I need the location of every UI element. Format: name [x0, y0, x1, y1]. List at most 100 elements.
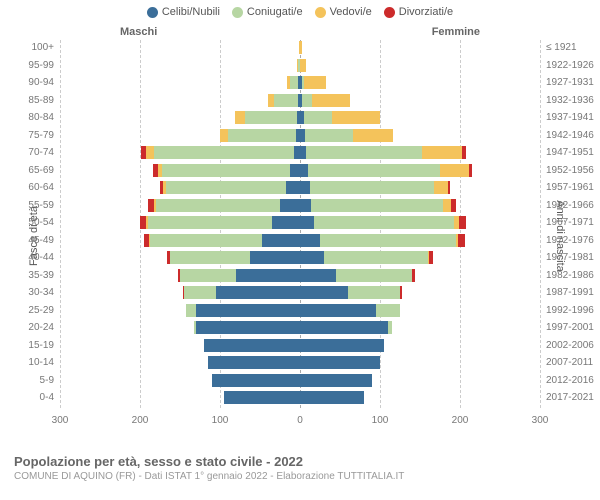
- x-tick-label: 0: [297, 415, 303, 426]
- female-bar: [300, 216, 466, 229]
- female-bar: [300, 356, 380, 369]
- bar-segment: [320, 234, 456, 247]
- female-bar: [300, 251, 433, 264]
- x-tick-label: 200: [132, 415, 149, 426]
- bar-segment: [332, 111, 380, 124]
- birth-year-label: ≤ 1921: [546, 42, 600, 53]
- legend-item: Divorziati/e: [384, 6, 453, 18]
- age-row: 75-791942-1946: [60, 128, 540, 146]
- male-bar: [160, 181, 300, 194]
- male-bar: [220, 129, 300, 142]
- birth-year-label: 1922-1926: [546, 60, 600, 71]
- legend-swatch: [147, 7, 158, 18]
- male-bar: [183, 286, 300, 299]
- bar-segment: [300, 41, 302, 54]
- bar-segment: [220, 129, 228, 142]
- bar-segment: [208, 356, 300, 369]
- bar-segment: [353, 129, 393, 142]
- bar-segment: [216, 286, 300, 299]
- bar-segment: [245, 111, 297, 124]
- birth-year-label: 2007-2011: [546, 357, 600, 368]
- male-bar: [186, 304, 300, 317]
- bar-segment: [300, 339, 384, 352]
- age-label: 70-74: [4, 147, 54, 158]
- female-bar: [300, 111, 380, 124]
- birth-year-label: 1997-2001: [546, 322, 600, 333]
- bar-segment: [262, 234, 300, 247]
- female-bar: [300, 234, 465, 247]
- legend-swatch: [315, 7, 326, 18]
- female-bar: [300, 391, 364, 404]
- female-bar: [300, 339, 384, 352]
- male-bar: [268, 94, 300, 107]
- birth-year-label: 1927-1931: [546, 77, 600, 88]
- female-bar: [300, 94, 350, 107]
- age-label: 90-94: [4, 77, 54, 88]
- age-row: 45-491972-1976: [60, 233, 540, 251]
- birth-year-label: 2017-2021: [546, 392, 600, 403]
- age-label: 100+: [4, 42, 54, 53]
- x-tick-label: 200: [452, 415, 469, 426]
- plot-area: 3002001000100200300100+≤ 192195-991922-1…: [60, 40, 540, 430]
- bar-segment: [324, 251, 428, 264]
- female-bar: [300, 59, 306, 72]
- chart-title: Popolazione per età, sesso e stato civil…: [14, 454, 586, 469]
- bar-segment: [170, 251, 250, 264]
- population-pyramid-chart: Celibi/NubiliConiugati/eVedovi/eDivorzia…: [0, 0, 600, 500]
- male-bar: [141, 146, 300, 159]
- female-bar: [300, 199, 456, 212]
- age-row: 15-192002-2006: [60, 338, 540, 356]
- age-label: 50-54: [4, 217, 54, 228]
- bar-segment: [412, 269, 415, 282]
- bar-segment: [443, 199, 451, 212]
- bar-segment: [162, 164, 290, 177]
- bar-segment: [462, 146, 465, 159]
- age-label: 20-24: [4, 322, 54, 333]
- age-label: 35-39: [4, 270, 54, 281]
- age-label: 65-69: [4, 165, 54, 176]
- bar-segment: [196, 304, 300, 317]
- bar-segment: [166, 181, 286, 194]
- bar-segment: [290, 76, 298, 89]
- female-bar: [300, 269, 415, 282]
- age-row: 70-741947-1951: [60, 145, 540, 163]
- age-label: 0-4: [4, 392, 54, 403]
- chart-subtitle: COMUNE DI AQUINO (FR) - Dati ISTAT 1° ge…: [14, 471, 586, 482]
- legend-item: Coniugati/e: [232, 6, 303, 18]
- bar-segment: [148, 216, 272, 229]
- male-bar: [148, 199, 300, 212]
- male-bar: [212, 374, 300, 387]
- bar-segment: [272, 216, 300, 229]
- bar-segment: [300, 251, 324, 264]
- age-label: 25-29: [4, 305, 54, 316]
- age-row: 0-42017-2021: [60, 390, 540, 408]
- bar-segment: [305, 129, 353, 142]
- male-bar: [208, 356, 300, 369]
- bar-segment: [236, 269, 300, 282]
- bar-segment: [300, 321, 388, 334]
- age-label: 85-89: [4, 95, 54, 106]
- legend-label: Divorziati/e: [399, 6, 453, 18]
- bar-segment: [300, 286, 348, 299]
- bar-segment: [196, 321, 300, 334]
- bar-segment: [459, 216, 465, 229]
- bar-segment: [250, 251, 300, 264]
- bar-segment: [304, 111, 332, 124]
- female-bar: [300, 146, 466, 159]
- x-tick-label: 100: [212, 415, 229, 426]
- male-bar: [224, 391, 300, 404]
- bar-segment: [290, 164, 300, 177]
- bar-segment: [311, 199, 443, 212]
- bar-segment: [302, 94, 312, 107]
- male-bar: [204, 339, 300, 352]
- bar-segment: [156, 199, 280, 212]
- bar-segment: [388, 321, 392, 334]
- male-bar: [144, 234, 300, 247]
- age-row: 80-841937-1941: [60, 110, 540, 128]
- birth-year-label: 1987-1991: [546, 287, 600, 298]
- age-row: 85-891932-1936: [60, 93, 540, 111]
- female-bar: [300, 41, 302, 54]
- bar-segment: [300, 269, 336, 282]
- bar-segment: [469, 164, 472, 177]
- female-bar: [300, 374, 372, 387]
